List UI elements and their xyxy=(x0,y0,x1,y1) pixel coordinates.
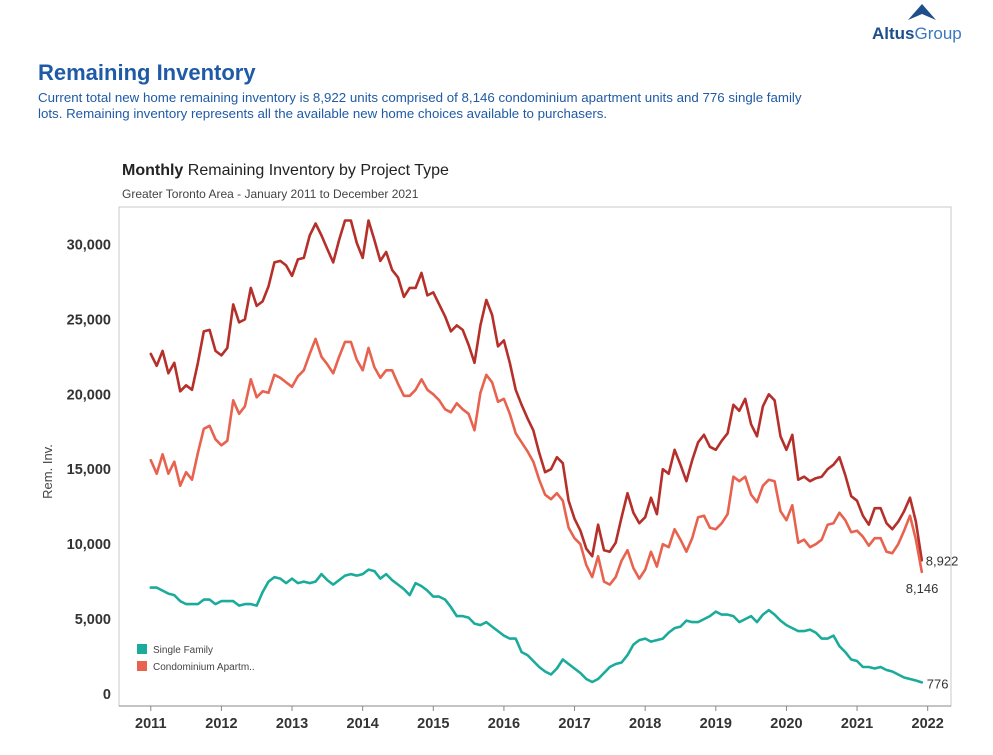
x-tick-label: 2018 xyxy=(629,716,661,732)
x-tick-label: 2011 xyxy=(135,716,166,732)
legend-label: Condominium Apartm.. xyxy=(153,662,255,673)
chart-subtitle: Greater Toronto Area - January 2011 to D… xyxy=(122,187,419,201)
y-tick-label: 5,000 xyxy=(75,612,111,628)
x-tick-label: 2016 xyxy=(488,716,520,732)
series-line-condo xyxy=(149,337,924,586)
x-tick-label: 2017 xyxy=(558,716,590,732)
y-tick-label: 25,000 xyxy=(67,312,111,328)
x-tick-label: 2015 xyxy=(417,716,449,732)
y-tick-label: 15,000 xyxy=(67,462,111,478)
logo-wordmark: AltusGroup xyxy=(872,24,962,43)
logo-mark-icon xyxy=(908,4,936,20)
intro-paragraph: Current total new home remaining invento… xyxy=(38,90,802,121)
x-tick-label: 2019 xyxy=(700,716,732,732)
x-tick-label: 2021 xyxy=(841,716,873,732)
legend-swatch xyxy=(137,644,147,654)
chart-title: Monthly Remaining Inventory by Project T… xyxy=(122,162,449,179)
y-tick-label: 30,000 xyxy=(67,237,111,253)
legend-swatch xyxy=(137,661,147,671)
y-tick-label: 0 xyxy=(103,687,111,703)
x-tick-label: 2012 xyxy=(205,716,237,732)
y-tick-label: 20,000 xyxy=(67,387,111,403)
series-line-total xyxy=(149,219,924,562)
page-title: Remaining Inventory xyxy=(38,60,256,85)
y-axis-label: Rem. Inv. xyxy=(40,444,55,499)
y-tick-label: 10,000 xyxy=(67,537,111,553)
plot-area xyxy=(118,206,952,707)
end-label-condo: 8,146 xyxy=(906,581,939,596)
end-label-single: 776 xyxy=(927,676,949,691)
altus-group-logo: AltusGroup xyxy=(872,0,982,46)
x-tick-label: 2014 xyxy=(347,716,379,732)
x-tick-label: 2013 xyxy=(276,716,308,732)
series-line-single xyxy=(149,568,924,684)
x-tick-label: 2020 xyxy=(770,716,802,732)
legend-label: Single Family xyxy=(153,645,213,656)
end-label-total: 8,922 xyxy=(926,553,959,568)
x-tick-label: 2022 xyxy=(912,716,944,732)
